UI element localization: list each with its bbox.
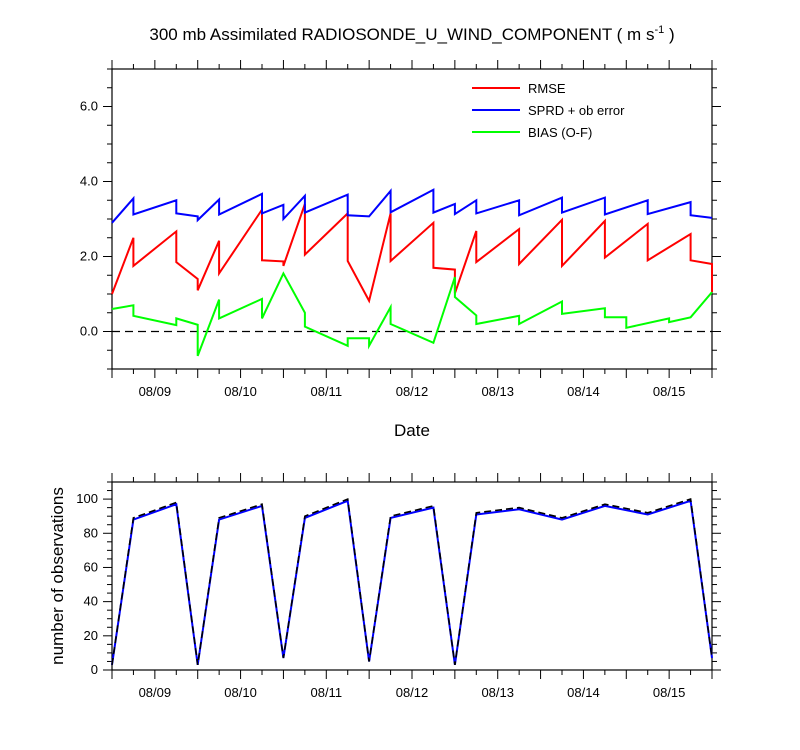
bottom-series-observations-solid <box>111 499 713 666</box>
bottom-y-axis-label: number of observations <box>48 487 67 665</box>
chart-title-main: 300 mb Assimilated RADIOSONDE_U_WIND_COM… <box>149 25 654 44</box>
bottom-panel: 0 20 40 60 80 100 08/09 08/10 08/11 08/12 08/13 08/… <box>48 473 721 700</box>
top-x-tick-label: 08/10 <box>224 384 257 399</box>
bottom-x-tick-label: 08/09 <box>139 685 172 700</box>
top-y-tick-label: 2.0 <box>80 249 98 264</box>
bottom-x-tick-label: 08/15 <box>653 685 686 700</box>
top-x-axis-label: Date <box>394 421 430 440</box>
top-x-tick-label: 08/15 <box>653 384 686 399</box>
legend: RMSE SPRD + ob error BIAS (O-F) <box>472 81 625 140</box>
bottom-y-tick-label: 80 <box>84 525 98 540</box>
top-panel: 0.0 2.0 4.0 6.0 08/09 08/10 08/11 08/12 08/13 08/… <box>80 24 721 440</box>
bottom-y-tick-label: 100 <box>76 491 98 506</box>
bottom-y-tick-label: 40 <box>84 594 98 609</box>
top-y-tick-label: 6.0 <box>80 99 98 114</box>
bottom-y-tick-label: 60 <box>84 559 98 574</box>
bottom-series-observations-dashed <box>111 497 713 666</box>
legend-label: BIAS (O-F) <box>528 125 592 140</box>
chart-title: 300 mb Assimilated RADIOSONDE_U_WIND_COM… <box>149 24 674 44</box>
bottom-x-tick-label: 08/10 <box>224 685 257 700</box>
chart-title-superscript: -1 <box>654 24 664 36</box>
bottom-y-tick-label: 20 <box>84 628 98 643</box>
top-series-bias-o-f <box>111 271 713 357</box>
top-x-tick-label: 08/14 <box>567 384 600 399</box>
bottom-x-tick-label: 08/11 <box>310 685 342 700</box>
bottom-y-tick-label: 0 <box>91 662 98 677</box>
top-y-tick-label: 0.0 <box>80 324 98 339</box>
bottom-x-tick-label: 08/13 <box>481 685 514 700</box>
top-series-sprd-ob-error <box>111 188 713 224</box>
top-x-tick-label: 08/13 <box>481 384 514 399</box>
bottom-x-tick-label: 08/12 <box>396 685 429 700</box>
legend-label: RMSE <box>528 81 566 96</box>
top-x-tick-label: 08/09 <box>139 384 172 399</box>
chart-title-suffix: ) <box>664 25 674 44</box>
top-x-tick-label: 08/11 <box>310 384 342 399</box>
top-y-tick-label: 4.0 <box>80 174 98 189</box>
top-series-rmse <box>111 203 713 304</box>
bottom-x-tick-label: 08/14 <box>567 685 600 700</box>
legend-label: SPRD + ob error <box>528 103 625 118</box>
top-x-tick-label: 08/12 <box>396 384 429 399</box>
